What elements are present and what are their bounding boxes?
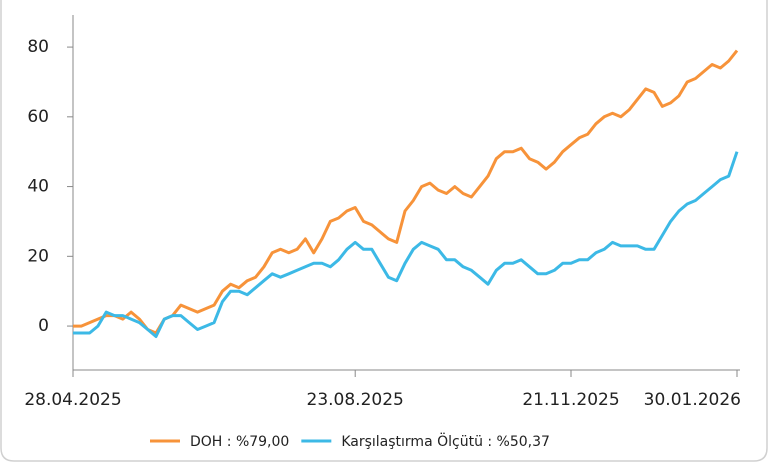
y-tick-label: 60 [27, 107, 49, 127]
y-tick-label: 40 [27, 177, 49, 197]
y-tick-label: 80 [27, 37, 49, 57]
y-tick-label: 0 [38, 316, 49, 336]
x-tick-label: 30.01.2026 [644, 390, 741, 410]
legend-label: DOH : %79,00 [190, 434, 289, 450]
x-tick-label: 21.11.2025 [522, 390, 619, 410]
series-line [73, 151, 739, 338]
x-tick-label: 23.08.2025 [307, 390, 404, 410]
y-tick-label: 20 [27, 246, 49, 266]
legend-label: Karşılaştırma Ölçütü : %50,37 [341, 432, 550, 450]
x-tick-label: 28.04.2025 [24, 390, 121, 410]
series-line [73, 49, 739, 335]
